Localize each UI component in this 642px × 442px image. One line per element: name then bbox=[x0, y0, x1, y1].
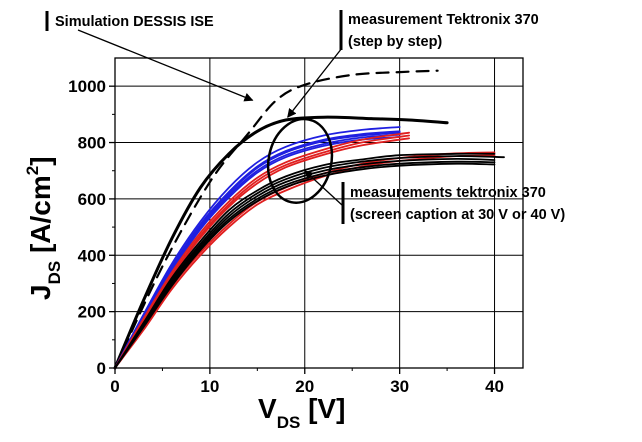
annotation-simulation: Simulation DESSIS ISE bbox=[55, 14, 214, 30]
curves bbox=[113, 69, 505, 370]
series-step-1 bbox=[113, 115, 449, 370]
x-tick-label: 10 bbox=[200, 377, 219, 396]
series-red-7 bbox=[114, 131, 410, 369]
highlight-ellipse bbox=[266, 117, 334, 204]
x-tick-label: 20 bbox=[295, 377, 314, 396]
annotation-step-line2: (step by step) bbox=[348, 34, 442, 50]
x-tick-label: 30 bbox=[390, 377, 409, 396]
series-simulation-0 bbox=[113, 69, 439, 370]
y-tick-label: 600 bbox=[78, 190, 106, 209]
series-black-15 bbox=[114, 160, 496, 369]
annotation-screen-line2: (screen caption at 30 V or 40 V) bbox=[350, 207, 565, 223]
annotation-screen: measurements tektronix 370 bbox=[350, 185, 546, 201]
annotation-arrow-2 bbox=[304, 170, 343, 206]
overlay bbox=[77, 29, 343, 206]
annotation-arrow-1 bbox=[287, 47, 343, 118]
y-tick-label: 0 bbox=[97, 359, 106, 378]
y-tick-label: 400 bbox=[78, 246, 106, 265]
series-black-16 bbox=[114, 162, 496, 369]
y-axis-title: JDS [A/cm2] bbox=[23, 156, 64, 300]
series-red-9 bbox=[114, 137, 410, 369]
series-black-14 bbox=[114, 157, 496, 369]
annotation-step: measurement Tektronix 370 bbox=[348, 12, 539, 28]
y-tick-label: 200 bbox=[78, 303, 106, 322]
plot-frame bbox=[114, 57, 524, 369]
ticks bbox=[109, 85, 496, 374]
x-tick-label: 40 bbox=[485, 377, 504, 396]
annotation-arrow-0 bbox=[77, 29, 254, 102]
y-tick-label: 1000 bbox=[68, 77, 106, 96]
y-tick-label: 800 bbox=[78, 134, 106, 153]
x-tick-label: 0 bbox=[110, 377, 119, 396]
series-blue-2 bbox=[114, 126, 401, 369]
x-axis-title: VDS [V] bbox=[258, 393, 345, 432]
